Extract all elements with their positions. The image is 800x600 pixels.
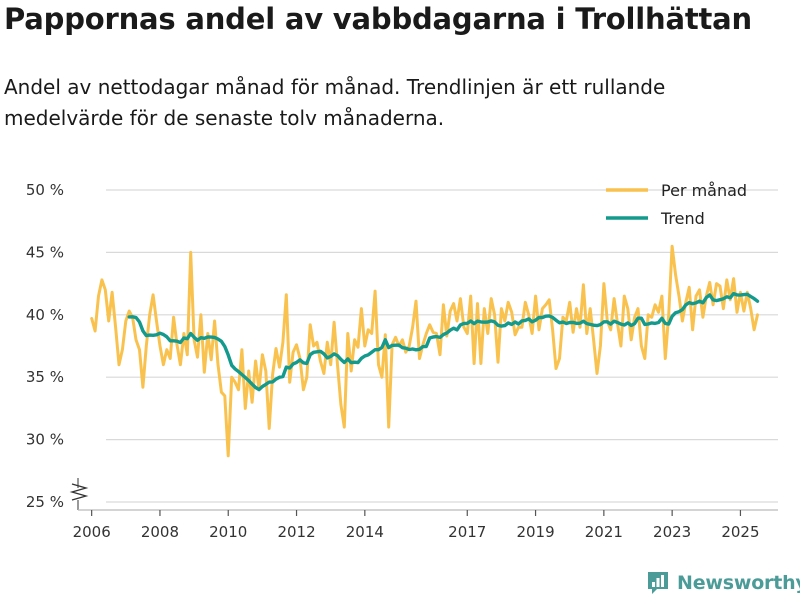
x-tick-label: 2019 xyxy=(516,523,554,541)
x-tick-label: 2010 xyxy=(209,523,247,541)
axis-break-icon xyxy=(69,483,89,501)
chart-title: Pappornas andel av vabbdagarna i Trollhä… xyxy=(4,2,752,36)
x-tick-label: 2012 xyxy=(277,523,315,541)
y-tick-label: 40 % xyxy=(26,306,64,324)
x-tick-label: 2021 xyxy=(585,523,623,541)
y-tick-label: 25 % xyxy=(26,493,64,511)
y-tick-label: 45 % xyxy=(26,243,64,261)
y-tick-label: 50 % xyxy=(26,181,64,199)
legend-label: Per månad xyxy=(661,181,747,200)
series-trend-line xyxy=(127,291,760,392)
chart-subtitle: Andel av nettodagar månad för månad. Tre… xyxy=(4,75,666,130)
x-tick-label: 2006 xyxy=(73,523,111,541)
newsworthy-brand: Newsworthy xyxy=(646,570,800,596)
x-tick-label: 2023 xyxy=(653,523,691,541)
x-tick-label: 2017 xyxy=(448,523,486,541)
series xyxy=(90,244,760,458)
y-tick-label: 30 % xyxy=(26,431,64,449)
legend: Per månad Trend xyxy=(606,181,747,228)
brand-label: Newsworthy xyxy=(677,572,800,594)
series-per-manad-line xyxy=(90,244,759,458)
x-tick-label: 2014 xyxy=(346,523,384,541)
x-tick-label: 2008 xyxy=(141,523,179,541)
legend-label: Trend xyxy=(660,209,705,228)
x-tick-label: 2025 xyxy=(721,523,759,541)
axes: 25 % 30 % 35 % 40 % 45 % 50 % 2006 2008 2010 2012… xyxy=(26,181,778,541)
newsworthy-logo-icon xyxy=(648,572,668,594)
y-tick-label: 35 % xyxy=(26,368,64,386)
